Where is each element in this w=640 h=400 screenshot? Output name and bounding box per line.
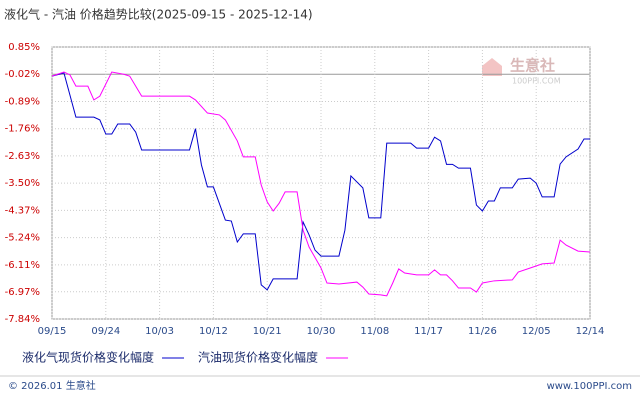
x-tick-label: 11/08 [360, 326, 389, 337]
y-tick-label: -5.24% [5, 233, 40, 244]
watermark-text: 生意社 [510, 57, 555, 75]
chart-title: 液化气 - 汽油 价格趋势比较(2025-09-15 - 2025-12-14) [4, 7, 313, 22]
x-tick-label: 12/05 [522, 326, 551, 337]
legend-label: 液化气现货价格变化幅度 [22, 350, 154, 365]
y-tick-label: 0.85% [8, 42, 40, 53]
series-line [51, 72, 590, 291]
footer-right: www.100PPI.com [547, 381, 632, 392]
x-tick-label: 10/12 [199, 326, 228, 337]
y-tick-label: -4.37% [5, 205, 40, 216]
y-tick-label: -7.84% [5, 314, 40, 325]
x-tick-label: 09/15 [38, 326, 67, 337]
series-line [51, 71, 591, 297]
x-tick-label: 10/03 [145, 326, 174, 337]
y-tick-label: -0.02% [5, 69, 40, 80]
x-tick-label: 11/26 [468, 326, 497, 337]
x-tick-label: 09/24 [91, 326, 120, 337]
y-tick-label: -3.50% [5, 178, 40, 189]
x-tick-label: 11/17 [414, 326, 443, 337]
x-tick-label: 12/14 [576, 326, 605, 337]
y-tick-label: -0.89% [5, 96, 40, 107]
footer-left: © 2026.01 生意社 [8, 379, 96, 392]
x-tick-label: 10/21 [253, 326, 282, 337]
legend-label: 汽油现货价格变化幅度 [198, 350, 318, 365]
y-tick-label: -6.11% [5, 260, 40, 271]
watermark-logo [482, 58, 502, 76]
y-tick-label: -2.63% [5, 151, 40, 162]
y-tick-label: -1.76% [5, 124, 40, 135]
y-tick-label: -6.97% [5, 287, 40, 298]
x-tick-label: 10/30 [307, 326, 336, 337]
